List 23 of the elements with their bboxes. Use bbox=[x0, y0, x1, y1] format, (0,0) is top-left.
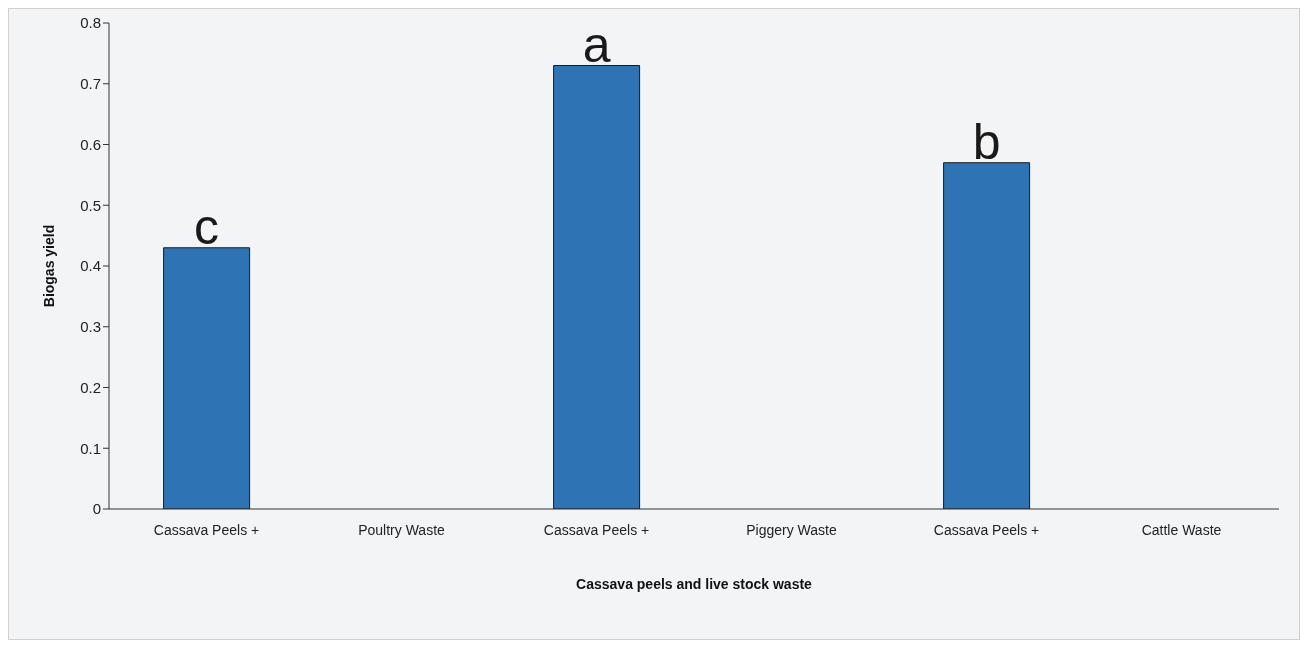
x-tick-label: Cattle Waste bbox=[1141, 521, 1222, 538]
bar bbox=[943, 162, 1031, 509]
data-label: c bbox=[194, 198, 220, 255]
x-tick-label: Cassava Peels + bbox=[153, 521, 260, 538]
bar bbox=[163, 247, 251, 509]
bar bbox=[553, 65, 641, 509]
y-tick-label: 0.6 bbox=[80, 135, 101, 153]
y-tick-label: 0.7 bbox=[80, 75, 101, 93]
y-tick-label: 0 bbox=[92, 500, 101, 518]
x-tick-label: Poultry Waste bbox=[358, 521, 446, 538]
y-tick-label: 0.3 bbox=[80, 318, 101, 336]
data-label: a bbox=[582, 16, 611, 73]
y-tick-label: 0.4 bbox=[80, 257, 101, 275]
x-tick-label: Cassava Peels + bbox=[933, 521, 1040, 538]
x-axis-title: Cassava peels and live stock waste bbox=[576, 576, 813, 592]
y-axis-title: Biogas yield bbox=[40, 224, 57, 308]
data-label: b bbox=[972, 113, 1001, 170]
x-tick-label: Piggery Waste bbox=[746, 521, 837, 538]
y-tick-label: 0.5 bbox=[80, 196, 101, 214]
y-tick-label: 0.8 bbox=[80, 14, 101, 32]
y-tick-label: 0.2 bbox=[80, 378, 101, 396]
x-tick-label: Cassava Peels + bbox=[543, 521, 650, 538]
y-tick-label: 0.1 bbox=[80, 439, 101, 457]
